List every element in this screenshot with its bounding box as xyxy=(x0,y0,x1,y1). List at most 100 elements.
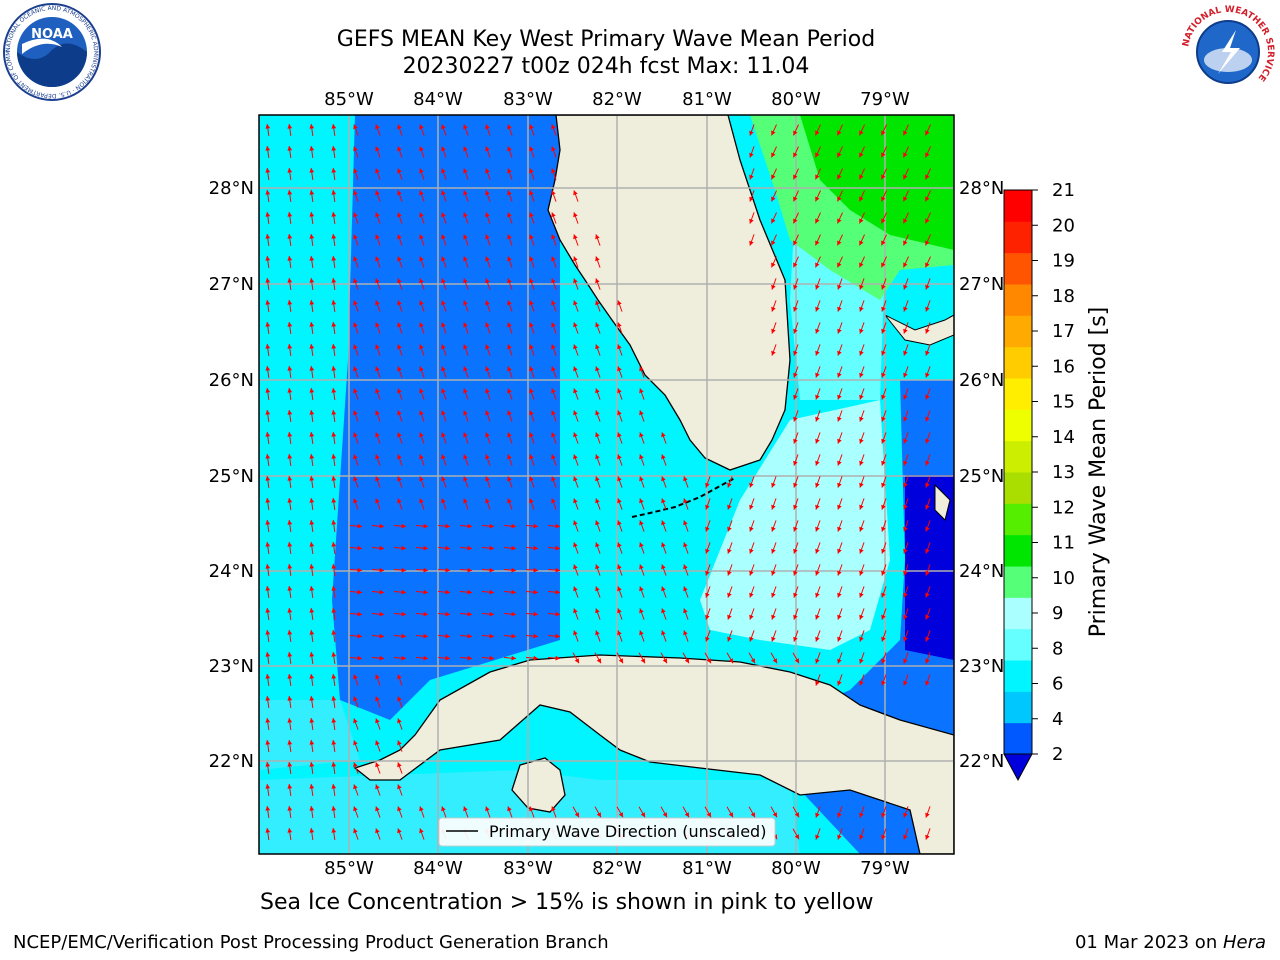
wave-arrow-head xyxy=(265,256,271,261)
wave-arrow-head xyxy=(441,454,446,460)
wave-arrow-head xyxy=(419,806,424,812)
wave-arrow-head xyxy=(463,124,468,130)
wave-arrow-head xyxy=(287,674,293,679)
wave-arrow-head xyxy=(265,674,271,679)
wave-arrow-head xyxy=(397,498,402,504)
wave-arrow-head xyxy=(331,740,337,745)
wave-arrow-head xyxy=(265,278,271,283)
wave-arrow-head xyxy=(925,240,930,246)
wave-arrow-head xyxy=(375,388,380,394)
wave-arrow-head xyxy=(683,520,688,526)
wave-arrow-head xyxy=(837,834,842,840)
wave-arrow-head xyxy=(771,570,776,576)
wave-arrow-head xyxy=(837,306,842,312)
wave-arrow-head xyxy=(485,278,490,284)
wave-arrow-head xyxy=(749,218,754,224)
colorbar-segment xyxy=(1004,378,1032,410)
wave-arrow-head xyxy=(287,542,293,547)
wave-arrow-head xyxy=(331,630,337,635)
wave-arrow-head xyxy=(419,212,424,218)
wave-arrow-head xyxy=(419,476,424,482)
wave-arrow-head xyxy=(379,545,384,551)
lat-label-right: 25°N xyxy=(959,466,1004,487)
wave-arrow-head xyxy=(467,523,472,529)
wave-arrow-head xyxy=(375,322,380,328)
wave-arrow-head xyxy=(529,344,534,350)
wave-arrow-head xyxy=(859,350,864,356)
wave-arrow-head xyxy=(617,586,622,592)
wave-arrow-head xyxy=(793,196,798,202)
wave-arrow-head xyxy=(859,614,864,620)
wave-arrow-head xyxy=(815,526,820,532)
wave-arrow-head xyxy=(815,504,820,510)
wave-arrow-head xyxy=(925,284,930,290)
wave-arrow-head xyxy=(555,589,560,595)
wave-arrow-head xyxy=(507,212,512,218)
wave-arrow-head xyxy=(265,212,271,217)
wave-arrow-head xyxy=(903,460,908,466)
wave-arrow-head xyxy=(419,344,424,350)
wave-arrow-head xyxy=(265,388,271,393)
wave-arrow-head xyxy=(793,636,798,642)
wave-arrow-head xyxy=(331,520,337,525)
wave-arrow-head xyxy=(507,476,512,482)
wave-arrow-head xyxy=(419,256,424,262)
wave-arrow-head xyxy=(881,372,886,378)
wave-arrow-head xyxy=(837,284,842,290)
wave-arrow-head xyxy=(555,633,560,639)
wave-arrow-head xyxy=(463,146,468,152)
wave-arrow-head xyxy=(309,234,315,239)
lat-label-right: 27°N xyxy=(959,274,1004,295)
wave-arrow-head xyxy=(925,350,930,356)
wave-arrow-head xyxy=(507,278,512,284)
wave-arrow-head xyxy=(331,828,337,833)
wave-arrow-head xyxy=(617,454,622,460)
colorbar-tick-label: 12 xyxy=(1052,497,1075,518)
wave-arrow-head xyxy=(793,394,798,400)
wave-arrow-head xyxy=(881,614,886,620)
wave-direction-arrows xyxy=(265,123,931,841)
wave-arrow-head xyxy=(529,146,534,152)
wave-arrow-head xyxy=(419,322,424,328)
wave-arrow-head xyxy=(925,526,930,532)
wave-arrow-head xyxy=(793,504,798,510)
wave-arrow-head xyxy=(353,476,358,482)
wave-arrow-head xyxy=(662,812,667,818)
wave-arrow-head xyxy=(881,460,886,466)
wave-field-southwest xyxy=(259,700,360,770)
wave-arrow-head xyxy=(309,542,315,547)
wave-arrow-head xyxy=(441,300,446,306)
wave-arrow-head xyxy=(903,372,908,378)
wave-arrow-head xyxy=(441,344,446,350)
wave-arrow-head xyxy=(837,614,842,620)
wave-arrow-head xyxy=(353,718,358,724)
wave-arrow-head xyxy=(507,146,512,152)
legend-label: Primary Wave Direction (unscaled) xyxy=(489,822,766,841)
wave-arrow-head xyxy=(331,784,337,789)
wave-arrow-head xyxy=(463,432,468,438)
wave-arrow-head xyxy=(925,482,930,488)
wave-arrow-head xyxy=(265,762,271,767)
wave-arrow-head xyxy=(441,388,446,394)
wave-arrow-head xyxy=(639,498,644,504)
wave-arrow-head xyxy=(511,523,516,529)
wave-arrow-head xyxy=(728,658,733,664)
wave-arrow-head xyxy=(309,168,315,173)
wave-arrow-head xyxy=(331,454,337,459)
wave-arrow-head xyxy=(397,190,402,196)
florida-keys xyxy=(631,477,736,518)
wave-arrow-head xyxy=(489,545,494,551)
wave-arrow-head xyxy=(265,410,271,415)
wave-arrow-head xyxy=(794,834,799,840)
colorbar-tick-label: 15 xyxy=(1052,392,1075,413)
wave-arrow-head xyxy=(925,394,930,400)
colorbar-segment xyxy=(1004,472,1032,504)
wave-arrow-head xyxy=(309,454,315,459)
lon-labels-top: 85°W 84°W 83°W 82°W 81°W 80°W 79°W xyxy=(324,89,910,110)
wave-arrow-head xyxy=(529,388,534,394)
wave-arrow-head xyxy=(815,350,820,356)
wave-arrow-head xyxy=(375,124,380,130)
wave-arrow-head xyxy=(551,432,556,438)
wave-arrow-head xyxy=(903,350,908,356)
wave-arrow-head xyxy=(859,504,864,510)
